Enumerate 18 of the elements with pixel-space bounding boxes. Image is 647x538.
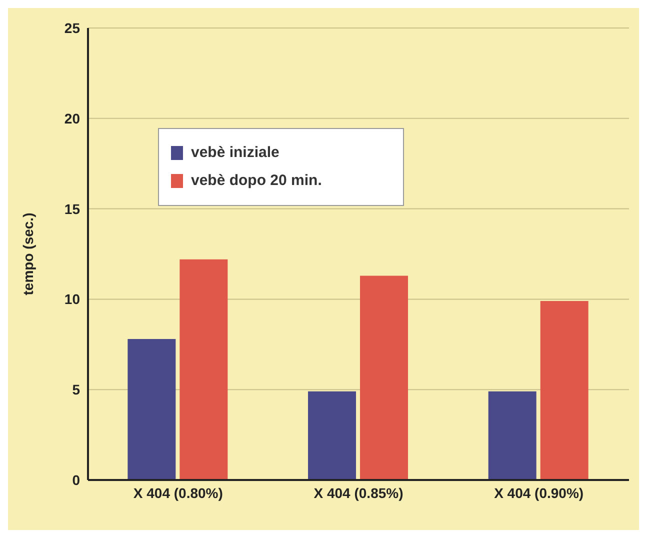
y-tick-label: 5	[72, 382, 80, 398]
bar	[540, 301, 588, 480]
y-tick-label: 10	[64, 291, 80, 308]
y-tick-label: 0	[72, 472, 80, 488]
legend-label: vebè iniziale	[191, 143, 280, 163]
x-tick-label: X 404 (0.85%)	[314, 484, 404, 501]
bar	[488, 391, 536, 480]
y-axis-title: tempo (sec.)	[20, 212, 36, 296]
bar	[180, 259, 228, 480]
bar	[360, 276, 408, 480]
x-tick-label: X 404 (0.80%)	[133, 484, 223, 501]
y-tick-label: 15	[64, 200, 80, 217]
y-tick-label: 20	[64, 110, 80, 126]
x-tick-label: X 404 (0.90%)	[494, 484, 584, 501]
bar	[128, 338, 176, 480]
y-tick-label: 25	[64, 20, 80, 36]
legend-label: vebè dopo 20 min.	[191, 171, 322, 191]
bar	[308, 391, 356, 480]
